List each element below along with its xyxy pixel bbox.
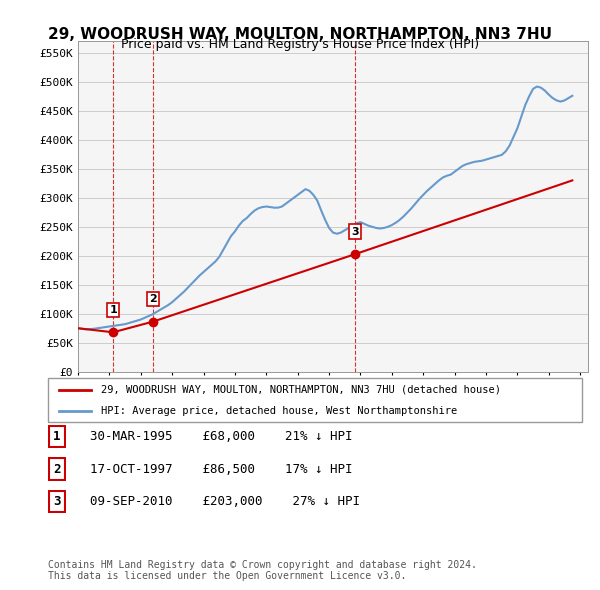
FancyBboxPatch shape — [49, 491, 65, 512]
Text: Price paid vs. HM Land Registry's House Price Index (HPI): Price paid vs. HM Land Registry's House … — [121, 38, 479, 51]
FancyBboxPatch shape — [49, 458, 65, 480]
Text: 2: 2 — [53, 463, 61, 476]
FancyBboxPatch shape — [49, 426, 65, 447]
Text: Contains HM Land Registry data © Crown copyright and database right 2024.
This d: Contains HM Land Registry data © Crown c… — [48, 559, 477, 581]
Text: 1: 1 — [109, 305, 117, 315]
Text: 29, WOODRUSH WAY, MOULTON, NORTHAMPTON, NN3 7HU: 29, WOODRUSH WAY, MOULTON, NORTHAMPTON, … — [48, 27, 552, 41]
FancyBboxPatch shape — [48, 378, 582, 422]
Text: 09-SEP-2010    £203,000    27% ↓ HPI: 09-SEP-2010 £203,000 27% ↓ HPI — [75, 495, 360, 508]
Text: 29, WOODRUSH WAY, MOULTON, NORTHAMPTON, NN3 7HU (detached house): 29, WOODRUSH WAY, MOULTON, NORTHAMPTON, … — [101, 385, 502, 395]
Text: 3: 3 — [352, 227, 359, 237]
Text: 17-OCT-1997    £86,500    17% ↓ HPI: 17-OCT-1997 £86,500 17% ↓ HPI — [75, 463, 353, 476]
Text: 3: 3 — [53, 495, 61, 508]
Text: 1: 1 — [53, 430, 61, 443]
Text: HPI: Average price, detached house, West Northamptonshire: HPI: Average price, detached house, West… — [101, 406, 458, 416]
Text: 30-MAR-1995    £68,000    21% ↓ HPI: 30-MAR-1995 £68,000 21% ↓ HPI — [75, 430, 353, 443]
Text: 2: 2 — [149, 294, 157, 304]
